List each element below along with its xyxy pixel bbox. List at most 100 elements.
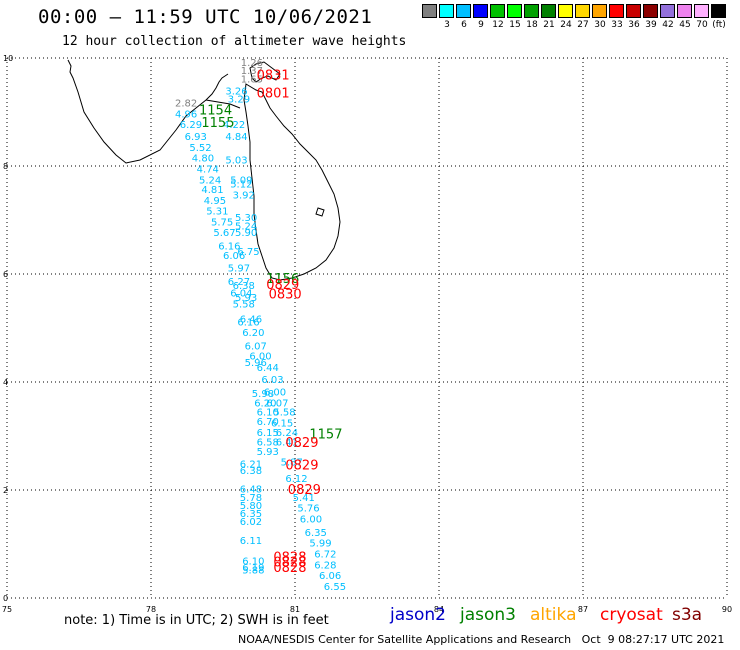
pass-time-label: 0829 [285, 436, 318, 451]
legend-swatch [609, 4, 624, 18]
wave-height-label: 6.38 [240, 466, 262, 477]
legend-swatch [626, 4, 641, 18]
satellite-label-altika: altika [530, 605, 577, 625]
wave-height-label: 6.10 [257, 407, 279, 418]
wave-height-label: 6.19 [242, 563, 264, 574]
wave-height-label: 6.27 [228, 277, 250, 288]
pass-time-label: 0830 [269, 287, 302, 302]
wave-height-label: 6.10 [242, 557, 264, 568]
coastline [67, 59, 341, 281]
island-1 [315, 207, 325, 217]
axis-tick-labels: 75 78 81 84 87 90 0 2 4 6 8 10 [2, 54, 732, 614]
x-tick-label: 75 [2, 605, 12, 614]
legend-swatch [575, 4, 590, 18]
wave-height-label: 6.35 [305, 528, 327, 539]
wave-height-label: 4.74 [197, 164, 219, 175]
mannar-coast [205, 99, 241, 109]
satellite-label-s3a: s3a [672, 605, 703, 625]
pass-time-label: 1157 [309, 428, 342, 443]
legend-label: 42 [662, 20, 674, 30]
legend-label: 18 [526, 20, 538, 30]
pass-time-label: 0831 [257, 69, 290, 84]
pass-time-label: 1155 [201, 116, 234, 131]
x-tick-label: 87 [578, 605, 588, 614]
wave-height-values: 1.261.371.65 2.82 3.263.29 4.96 4.22 6.296.93… [175, 58, 346, 593]
wave-height-label: 5.24 [199, 175, 221, 186]
pass-time-label: 0801 [257, 86, 290, 101]
wave-height-label: 4.80 [192, 154, 214, 165]
legend-swatch [711, 4, 726, 18]
legend-label: 12 [492, 20, 504, 30]
wave-height-label: 6.41 [276, 438, 298, 449]
wave-height-label: 6.00 [264, 388, 286, 399]
wave-height-label: 5.75 [211, 217, 233, 228]
wave-height-label: 3.29 [228, 94, 250, 105]
wave-height-label: 6.12 [285, 474, 307, 485]
wave-height-label: 1.65 [241, 74, 263, 85]
wave-height-label: 6.00 [300, 514, 322, 525]
legend-swatch [456, 4, 471, 18]
wave-height-label: 5.87 [281, 458, 303, 469]
y-tick-label: 6 [3, 270, 8, 279]
wave-height-label: 5.58 [273, 407, 295, 418]
satellite-label-jason2: jason2 [390, 605, 446, 625]
wave-height-label: 4.84 [225, 132, 247, 143]
legend-label: 30 [594, 20, 606, 30]
legend-swatch [524, 4, 539, 18]
wave-height-label: 5.41 [293, 493, 315, 504]
legend-swatch [507, 4, 522, 18]
pass-time-label: 1156 [266, 272, 299, 287]
legend-swatch [541, 4, 556, 18]
wave-height-label: 6.75 [237, 247, 259, 258]
wave-height-label: 5.96 [245, 358, 267, 369]
legend-swatch [694, 4, 709, 18]
legend-label: 21 [543, 20, 555, 30]
wave-height-label: 2.82 [175, 99, 197, 110]
wave-height-label: 5.31 [206, 207, 228, 218]
wave-height-label: 1.37 [241, 66, 263, 77]
wave-height-label: 5.99 [309, 539, 331, 550]
legend-swatch [677, 4, 692, 18]
legend-swatch [643, 4, 658, 18]
wave-height-label: 6.06 [319, 571, 341, 582]
wave-height-label: 6.93 [185, 132, 207, 143]
wave-height-label: 4.96 [175, 109, 197, 120]
wave-height-label: 6.72 [314, 550, 336, 561]
satellite-label-cryosat: cryosat [600, 605, 663, 625]
wave-height-label: 6.58 [257, 438, 279, 449]
y-tick-label: 8 [3, 162, 8, 171]
pass-time-label: 0829 [266, 278, 299, 293]
lat-lon-grid [6, 57, 728, 599]
wave-height-label: 1.26 [241, 58, 263, 69]
wave-height-label: 5.24 [235, 222, 257, 233]
wave-height-label: 5.67 [213, 228, 235, 239]
wave-height-label: 6.02 [240, 517, 262, 528]
wave-height-label: 5.58 [233, 299, 255, 310]
wave-height-label: 6.46 [240, 315, 262, 326]
wave-height-label: 6.44 [257, 363, 279, 374]
pass-time-labels: 0831080111541155115608290830115708290829… [199, 69, 342, 576]
x-tick-label: 81 [290, 605, 300, 614]
x-tick-label: 84 [434, 605, 444, 614]
legend-swatch [473, 4, 488, 18]
wave-height-label: 6.15 [271, 418, 293, 429]
wave-height-label: 6.04 [230, 289, 252, 300]
footer-note: note: 1) Time is in UTC; 2) SWH is in fe… [64, 613, 329, 628]
wave-height-label: 5.78 [240, 493, 262, 504]
wave-height-label: 6.03 [261, 375, 283, 386]
wave-height-label: 4.22 [223, 120, 245, 131]
legend-label: 36 [628, 20, 640, 30]
wave-height-label: 4.81 [201, 185, 223, 196]
wave-height-label: 6.24 [276, 428, 298, 439]
wave-height-label: 5.52 [189, 143, 211, 154]
wave-height-label: 6.48 [240, 485, 262, 496]
wave-height-label: 6.29 [180, 120, 202, 131]
legend-label: 3 [444, 20, 450, 30]
wave-height-label: 5.93 [257, 447, 279, 458]
wave-height-label: 6.16 [218, 242, 240, 253]
y-tick-label: 4 [3, 378, 8, 387]
wave-height-label: 6.07 [245, 342, 267, 353]
wave-height-label: 5.93 [235, 293, 257, 304]
x-tick-label: 90 [722, 605, 732, 614]
